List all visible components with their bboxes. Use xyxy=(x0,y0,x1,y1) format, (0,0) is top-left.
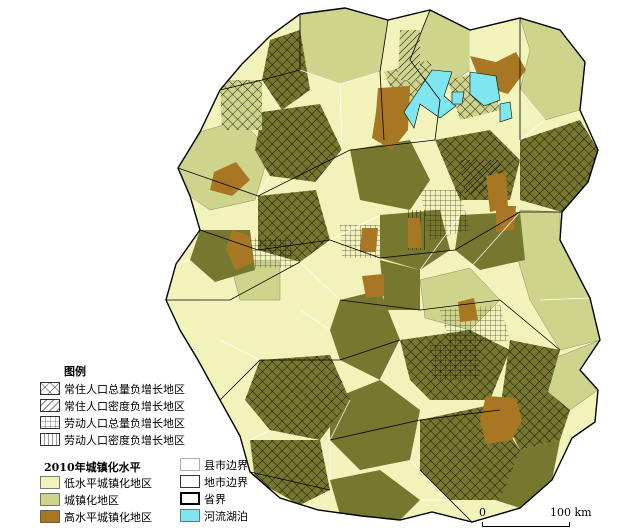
grid-hatch-icon xyxy=(40,416,60,429)
level-legend-title: 2010年城镇化水平 xyxy=(44,461,141,474)
county-regions xyxy=(166,8,600,522)
county-line-icon xyxy=(180,458,200,471)
legend-item-lake: 河流湖泊 xyxy=(180,507,248,524)
legend-label: 河流湖泊 xyxy=(204,509,248,523)
legend-item-crosshatch: 常住人口总量负增长地区 xyxy=(40,380,185,397)
legend-item-high: 高水平城镇化地区 xyxy=(40,508,152,525)
legend-label: 常住人口总量负增长地区 xyxy=(64,382,185,396)
legend-label: 劳动人口密度负增长地区 xyxy=(64,433,185,447)
legend-boundary-list: 县市边界 地市边界 省界 河流湖泊 xyxy=(180,456,248,524)
legend-item-diagonal: 常住人口密度负增长地区 xyxy=(40,397,185,414)
scale-end-label: 100 km xyxy=(550,506,592,519)
legend-hatch-list: 常住人口总量负增长地区 常住人口密度负增长地区 劳动人口总量负增长地区 劳动人口… xyxy=(40,380,185,448)
legend-label: 劳动人口总量负增长地区 xyxy=(64,416,185,430)
legend-label: 省界 xyxy=(204,492,226,506)
scale-bar: 0 100 km xyxy=(474,500,594,530)
legend-item-low: 低水平城镇化地区 xyxy=(40,474,152,491)
legend-item-mid: 城镇化地区 xyxy=(40,491,152,508)
mid-level-swatch-icon xyxy=(40,493,60,506)
lake-swatch-icon xyxy=(180,509,200,522)
prefecture-line-icon xyxy=(180,475,200,488)
legend-item-grid: 劳动人口总量负增长地区 xyxy=(40,414,185,431)
legend-item-province-line: 省界 xyxy=(180,490,248,507)
legend-label: 高水平城镇化地区 xyxy=(64,510,152,524)
legend-level-list: 低水平城镇化地区 城镇化地区 高水平城镇化地区 xyxy=(40,474,152,525)
legend-label: 低水平城镇化地区 xyxy=(64,476,152,490)
high-level-swatch-icon xyxy=(40,510,60,523)
legend-title: 图例 xyxy=(64,365,86,378)
scale-start-label: 0 xyxy=(479,506,486,519)
legend-item-county-line: 县市边界 xyxy=(180,456,248,473)
legend-item-vertical: 劳动人口密度负增长地区 xyxy=(40,431,185,448)
legend-item-prefecture-line: 地市边界 xyxy=(180,473,248,490)
crosshatch-icon xyxy=(40,382,60,395)
legend-label: 县市边界 xyxy=(204,458,248,472)
diagonal-hatch-icon xyxy=(40,399,60,412)
province-line-icon xyxy=(180,492,200,505)
legend-label: 地市边界 xyxy=(204,475,248,489)
vertical-hatch-icon xyxy=(40,433,60,446)
scale-bar-line xyxy=(482,522,570,527)
low-level-swatch-icon xyxy=(40,476,60,489)
legend-label: 常住人口密度负增长地区 xyxy=(64,399,185,413)
legend-label: 城镇化地区 xyxy=(64,493,119,507)
